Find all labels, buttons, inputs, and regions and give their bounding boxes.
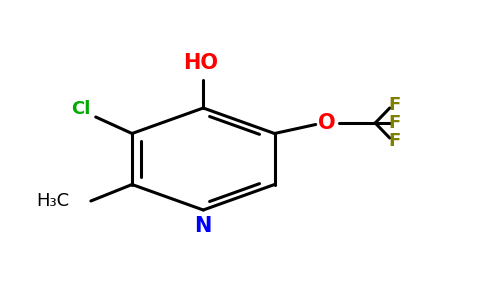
Text: F: F bbox=[389, 114, 401, 132]
Text: O: O bbox=[318, 113, 335, 133]
Text: F: F bbox=[389, 96, 401, 114]
Text: H₃C: H₃C bbox=[36, 192, 69, 210]
Text: N: N bbox=[195, 217, 212, 236]
Text: F: F bbox=[389, 132, 401, 150]
Text: HO: HO bbox=[183, 53, 218, 73]
Text: Cl: Cl bbox=[72, 100, 91, 118]
